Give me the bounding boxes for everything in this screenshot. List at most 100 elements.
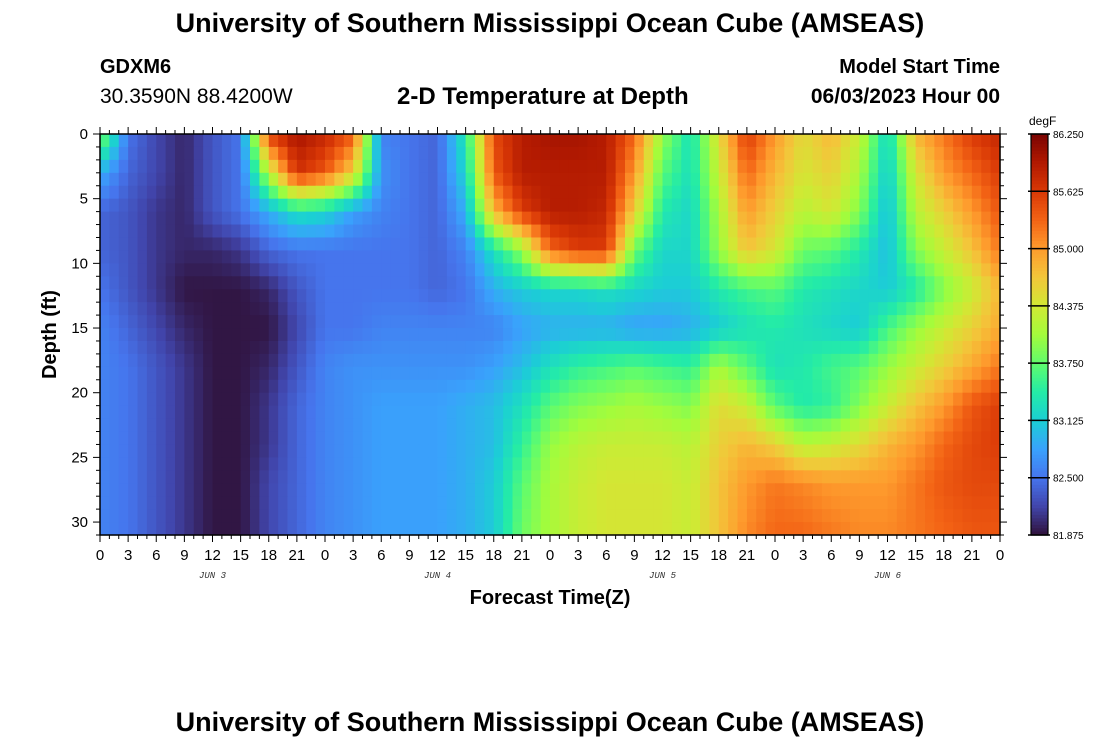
heatmap-cell [250,457,260,471]
heatmap-cell [456,263,467,277]
heatmap-cell [878,302,889,316]
heatmap-cell [184,159,195,174]
heatmap-cell [437,431,448,446]
heatmap-cell [746,483,757,497]
heatmap-cell [662,353,673,368]
heatmap-cell [962,172,973,187]
day-label: JUN 6 [874,571,902,581]
colorbar-segment [1031,454,1048,459]
heatmap-cell [896,198,907,213]
heatmap-cell [165,392,176,407]
heatmap-cell [878,353,889,368]
heatmap-cell [662,366,673,381]
heatmap-cell [465,444,476,458]
heatmap-cell [418,522,429,536]
heatmap-cell [840,315,851,329]
heatmap-cell [165,483,176,497]
heatmap-cell [662,509,673,523]
heatmap-cell [550,315,560,329]
heatmap-cell [662,496,673,510]
heatmap-cell [850,496,860,510]
heatmap-cell [193,405,204,420]
heatmap-cell [925,444,935,458]
heatmap-cell [700,134,710,148]
heatmap-cell [296,146,307,161]
x-axis-title: Forecast Time(Z) [470,587,631,609]
heatmap-cell [840,146,851,161]
heatmap-cell [906,353,917,368]
heatmap-cell [653,211,664,226]
heatmap-cell [334,496,345,510]
heatmap-cell [521,224,532,239]
heatmap-cell [118,483,129,497]
heatmap-cell [250,509,260,523]
heatmap-cell [803,509,814,523]
heatmap-cell [231,405,242,420]
heatmap-cell [840,250,851,264]
heatmap-cell [287,522,298,536]
heatmap-cell [887,496,898,510]
heatmap-cell [906,496,917,510]
heatmap-cell [540,470,551,484]
heatmap-cell [775,276,785,290]
heatmap-cell [381,405,392,420]
heatmap-cell [596,379,607,394]
heatmap-cell [296,328,307,342]
heatmap-cell [671,159,682,174]
heatmap-cell [353,302,364,316]
colorbar-segment [1031,514,1048,519]
heatmap-cell [390,431,401,446]
heatmap-cell [784,366,795,381]
heatmap-cell [493,509,504,523]
heatmap-cell [418,224,429,239]
heatmap-cell [146,366,157,381]
heatmap-cell [503,457,514,471]
heatmap-cell [212,134,223,148]
heatmap-cell [400,353,410,368]
heatmap-cell [306,146,317,161]
heatmap-cell [334,366,345,381]
day-label: JUN 5 [649,571,677,581]
heatmap-cell [381,224,392,239]
heatmap-cell [812,315,823,329]
heatmap-cell [437,185,448,200]
heatmap-cell [456,315,467,329]
heatmap-cell [962,392,973,407]
heatmap-cell [268,340,279,355]
colorbar-segment [1031,227,1048,232]
heatmap-cell [250,134,260,148]
heatmap-cell [746,159,757,174]
heatmap-cell [821,211,832,226]
heatmap-cell [943,159,954,174]
heatmap-cell [118,470,129,484]
heatmap-cell [128,444,139,458]
heatmap-cell [812,496,823,510]
heatmap-cell [165,159,176,174]
heatmap-cell [606,263,617,277]
heatmap-cell [887,353,898,368]
heatmap-cell [381,198,392,213]
heatmap-cell [325,134,335,148]
heatmap-cell [559,224,570,239]
heatmap-cell [278,509,289,523]
heatmap-cell [315,431,326,446]
heatmap-cell [756,172,767,187]
colorbar-segment [1031,167,1048,172]
colorbar-segment [1031,351,1048,356]
heatmap-cell [353,198,364,213]
heatmap-cell [428,392,439,407]
heatmap-cell [268,134,279,148]
heatmap-cell [962,315,973,329]
heatmap-cell [981,418,992,433]
heatmap-cell [587,353,598,368]
heatmap-cell [531,185,542,200]
heatmap-cell [850,211,860,226]
heatmap-cell [165,263,176,277]
heatmap-cell [240,315,251,329]
heatmap-cell [428,146,439,161]
heatmap-cell [278,483,289,497]
x-tick-label: 21 [739,547,756,564]
heatmap-cell [306,198,317,213]
heatmap-cell [418,340,429,355]
heatmap-cell [981,289,992,303]
